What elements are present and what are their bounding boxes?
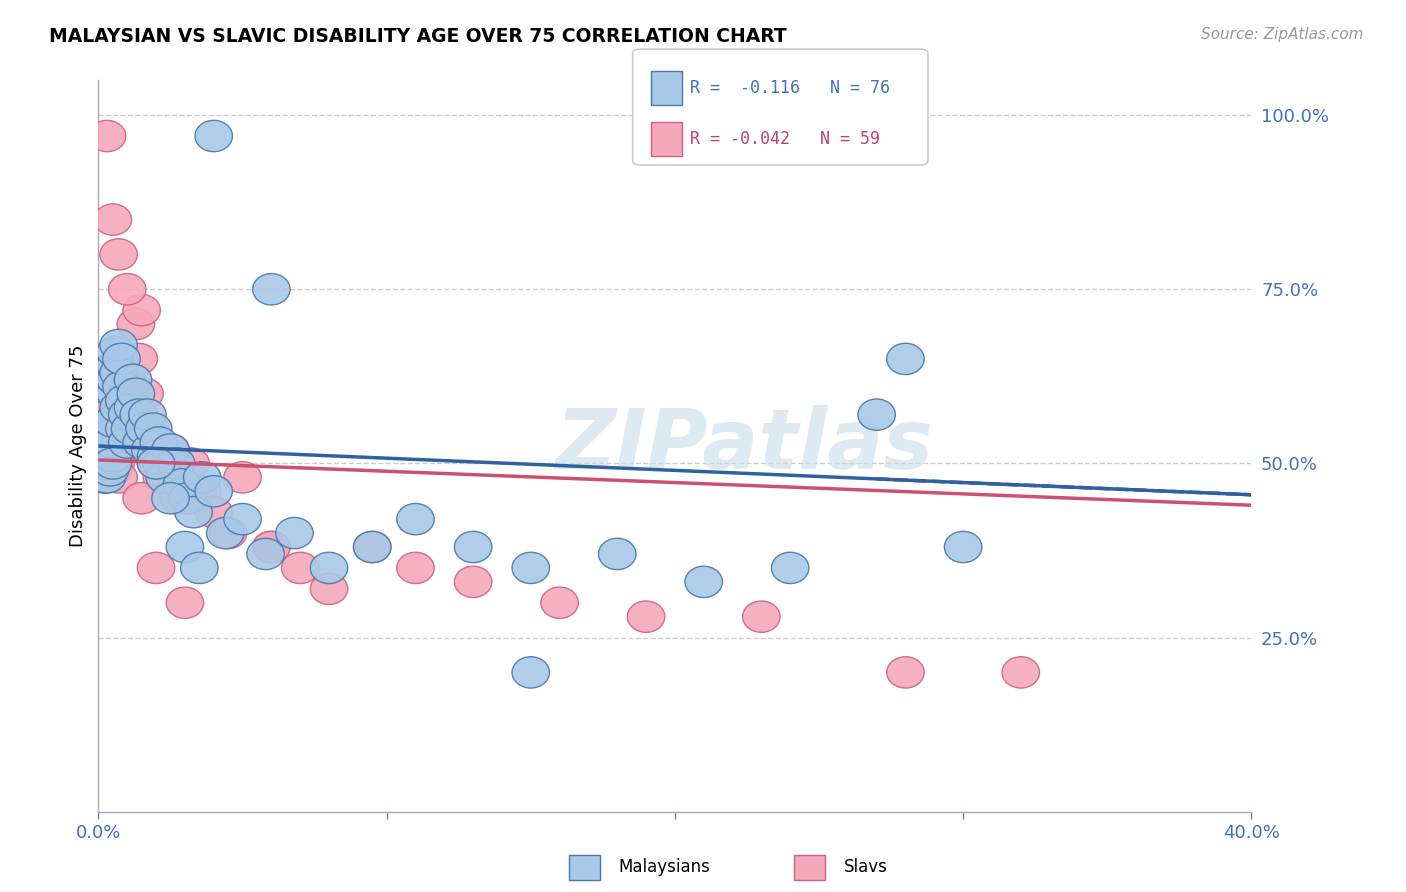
Text: Malaysians: Malaysians xyxy=(619,858,710,876)
Text: Slavs: Slavs xyxy=(844,858,887,876)
Text: R =  -0.116   N = 76: R = -0.116 N = 76 xyxy=(690,78,890,96)
Text: MALAYSIAN VS SLAVIC DISABILITY AGE OVER 75 CORRELATION CHART: MALAYSIAN VS SLAVIC DISABILITY AGE OVER … xyxy=(49,27,787,45)
Text: Source: ZipAtlas.com: Source: ZipAtlas.com xyxy=(1201,27,1364,42)
Text: R = -0.042   N = 59: R = -0.042 N = 59 xyxy=(690,130,880,148)
Y-axis label: Disability Age Over 75: Disability Age Over 75 xyxy=(69,344,87,548)
Text: ZIPatlas: ZIPatlas xyxy=(555,406,934,486)
